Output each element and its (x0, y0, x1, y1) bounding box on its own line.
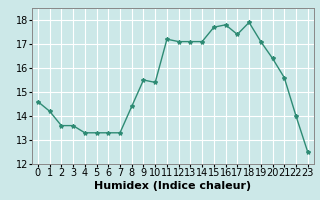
X-axis label: Humidex (Indice chaleur): Humidex (Indice chaleur) (94, 181, 252, 191)
